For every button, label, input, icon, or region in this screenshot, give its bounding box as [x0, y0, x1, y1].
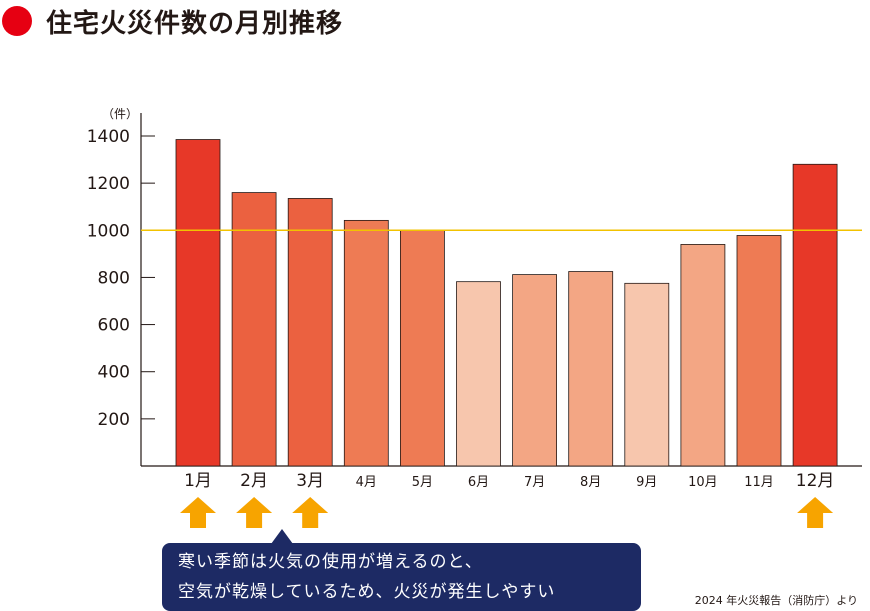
x-tick-label: 1月 [184, 471, 212, 491]
y-tick-label: 1000 [87, 221, 130, 241]
bar-12 [792, 163, 838, 467]
callout-line-2: 空気が乾燥しているため、火災が発生しやすい [178, 582, 556, 602]
x-tick-label: 10月 [688, 475, 718, 490]
x-tick-label: 4月 [356, 475, 377, 490]
bar-chart: （件） 200 400 600 800 1000 1200 1400 1月 2月 3月 4月 5月 6月 7… [87, 107, 862, 528]
bar-10 [680, 244, 726, 467]
page-title: 住宅火災件数の月別推移 [46, 8, 344, 39]
up-arrow-icon [236, 497, 273, 528]
bar-5 [399, 229, 445, 467]
callout-line-1: 寒い季節は火気の使用が増えるのと、 [178, 552, 483, 572]
x-tick-label: 6月 [468, 475, 489, 490]
bar-11 [736, 235, 782, 467]
y-axis-unit-label: （件） [102, 107, 138, 121]
x-tick-label: 8月 [580, 475, 601, 490]
bar-7 [512, 274, 557, 467]
bar-1 [175, 139, 221, 467]
up-arrow-icon [180, 497, 216, 528]
red-dot-icon [2, 6, 32, 36]
bar-4 [343, 219, 389, 467]
bar-3 [287, 198, 333, 467]
x-tick-label: 3月 [296, 471, 324, 491]
y-tick-label: 800 [98, 268, 130, 288]
y-tick-label: 400 [98, 363, 130, 383]
x-tick-label: 7月 [524, 475, 545, 490]
y-tick-label: 1200 [87, 174, 130, 194]
y-tick-label: 200 [98, 410, 130, 430]
source-note: 2024 年火災報告（消防庁）より [694, 594, 858, 607]
bar-8 [568, 271, 614, 467]
title-block: 住宅火災件数の月別推移 [2, 0, 343, 42]
callout-pointer [271, 529, 293, 544]
bar-6 [456, 281, 501, 467]
x-tick-label: 12月 [796, 471, 835, 491]
y-tick-label: 1400 [87, 127, 130, 147]
x-tick-label: 2月 [240, 471, 268, 491]
x-tick-label: 9月 [636, 475, 657, 490]
bar-9 [624, 282, 670, 467]
callout-box: 寒い季節は火気の使用が増えるのと、 空気が乾燥しているため、火災が発生しやすい [162, 543, 641, 611]
bar-2 [231, 192, 277, 467]
y-tick-label: 600 [98, 316, 130, 336]
x-tick-label: 11月 [744, 475, 774, 490]
x-tick-label: 5月 [412, 475, 433, 490]
up-arrow-icon [797, 497, 834, 528]
up-arrow-icon [292, 497, 329, 528]
